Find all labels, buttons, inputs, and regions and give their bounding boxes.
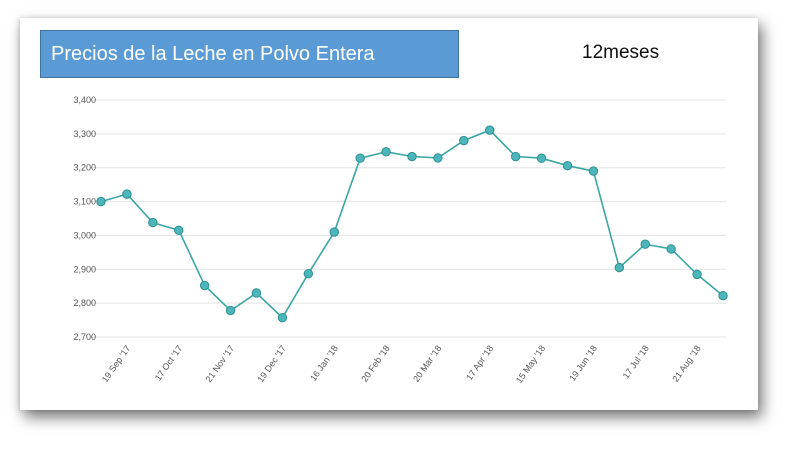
series-group bbox=[96, 125, 728, 323]
data-point bbox=[174, 225, 184, 236]
x-tick-label: 19 Dec '17 bbox=[255, 343, 288, 384]
y-tick-label: 2,900 bbox=[73, 264, 96, 274]
data-point bbox=[510, 151, 521, 162]
x-tick-label: 17 Apr '18 bbox=[464, 343, 495, 382]
data-point bbox=[666, 244, 676, 254]
x-tick-label: 15 May '18 bbox=[514, 343, 547, 385]
x-tick-label: 21 Nov '17 bbox=[204, 343, 237, 384]
x-tick-label: 17 Oct '17 bbox=[153, 343, 185, 382]
chart-title: Precios de la Leche en Polvo Entera bbox=[40, 30, 459, 78]
data-point bbox=[640, 239, 650, 249]
x-tick-label: 19 Sep '17 bbox=[100, 343, 133, 384]
data-point bbox=[433, 153, 443, 163]
data-point bbox=[148, 217, 158, 228]
x-tick-label: 20 Feb '18 bbox=[359, 343, 391, 383]
x-tick-label: 19 Jun '18 bbox=[567, 343, 599, 383]
data-point bbox=[96, 196, 106, 207]
y-tick-label: 3,000 bbox=[73, 230, 96, 240]
data-point bbox=[485, 125, 495, 135]
x-tick-label: 17 Jul '18 bbox=[621, 343, 651, 380]
data-point bbox=[122, 189, 132, 199]
data-point bbox=[459, 135, 469, 146]
x-tick-label: 16 Jan '18 bbox=[308, 343, 340, 383]
data-point bbox=[277, 313, 288, 323]
data-point bbox=[536, 153, 547, 163]
data-point bbox=[199, 280, 210, 291]
chart-card: Precios de la Leche en Polvo Entera 12me… bbox=[20, 18, 758, 410]
x-axis-ticks: 19 Sep '17 17 Oct '17 21 Nov '17 19 Dec '17… bbox=[100, 343, 703, 385]
y-tick-label: 3,200 bbox=[73, 163, 96, 173]
x-tick-label: 20 Mar '18 bbox=[411, 343, 443, 383]
data-point bbox=[225, 305, 236, 316]
data-point bbox=[614, 262, 625, 273]
data-point bbox=[588, 166, 599, 176]
y-axis-ticks: 2,700 2,800 2,900 3,000 3,100 3,200 3,300 3,400 bbox=[73, 95, 96, 342]
grid-lines bbox=[90, 99, 726, 338]
line-chart: 2,700 2,800 2,900 3,000 3,100 3,200 3,300 3,400… bbox=[73, 95, 728, 385]
data-point bbox=[692, 269, 702, 280]
data-point bbox=[718, 290, 728, 301]
data-point bbox=[407, 151, 417, 162]
data-point bbox=[329, 227, 339, 237]
x-tick-label: 21 Aug '18 bbox=[670, 343, 702, 383]
y-tick-label: 3,400 bbox=[73, 95, 96, 105]
data-point bbox=[381, 147, 391, 157]
period-label: 12meses bbox=[582, 42, 660, 63]
data-point bbox=[355, 153, 365, 163]
y-tick-label: 3,100 bbox=[73, 197, 96, 207]
data-point bbox=[303, 268, 314, 279]
data-point bbox=[251, 288, 262, 298]
y-tick-label: 3,300 bbox=[73, 129, 96, 139]
y-tick-label: 2,800 bbox=[73, 298, 96, 308]
y-tick-label: 2,700 bbox=[73, 332, 96, 342]
data-point bbox=[562, 160, 573, 171]
